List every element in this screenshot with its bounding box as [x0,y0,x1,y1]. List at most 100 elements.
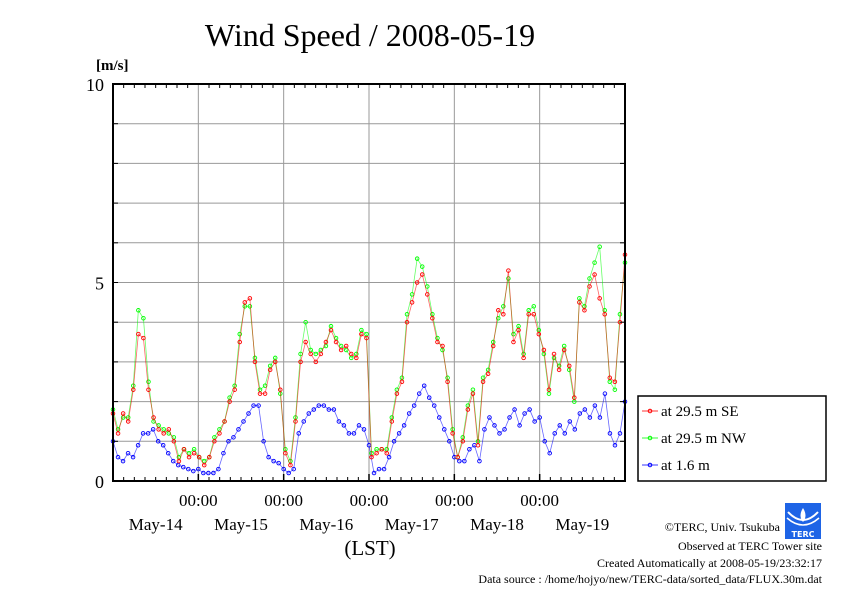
data-point [326,407,332,412]
data-point [201,470,206,476]
x-day-label: May-17 [385,515,439,534]
data-point [216,466,221,472]
data-point [485,371,491,377]
data-point [379,446,384,452]
data-point [587,415,593,420]
data-point [201,462,207,468]
data-point [506,276,511,281]
data-point [497,431,502,436]
legend-marker [647,462,653,468]
grid [113,84,625,481]
data-point [582,407,588,412]
data-point [346,431,352,436]
data-point [176,462,181,468]
data-point [566,363,572,369]
data-point [445,379,450,385]
data-point [131,387,136,392]
data-point [507,415,512,420]
data-point [511,339,516,345]
data-point [242,300,248,305]
data-point [419,264,425,269]
data-point [572,427,578,432]
data-point [592,260,597,265]
x-tick-label: 00:00 [520,491,559,510]
data-point [313,359,319,365]
data-point [171,439,177,444]
data-point [281,466,286,472]
x-tick-label: 00:00 [350,491,389,510]
data-point [450,431,455,436]
data-point [376,466,382,472]
data-point [140,431,146,436]
axis-ticks: 00:00 00:00 00:00 00:00 00:00 May-14 May-15 May… [86,75,625,534]
data-point [176,458,182,464]
data-point [374,450,379,456]
data-point [120,458,126,464]
data-point [349,351,354,357]
data-point [338,347,344,353]
data-point [298,359,303,365]
data-point [136,308,141,313]
data-point [301,419,306,424]
data-point [161,431,166,436]
data-point [276,460,281,466]
data-point [227,399,232,404]
series-2 [110,383,628,476]
data-point [252,359,258,365]
data-point [196,466,201,472]
data-point [151,415,156,420]
data-point [394,391,400,396]
x-tick-label: 00:00 [264,491,303,510]
data-point [262,391,268,396]
data-point [155,439,161,444]
data-point [191,450,197,456]
data-point [286,470,291,476]
data-point [212,439,217,444]
legend-label: at 29.5 m SE [661,404,739,420]
data-point [181,446,187,452]
data-point [256,403,261,408]
data-point [531,312,537,317]
data-point [371,470,377,476]
data-point [135,443,141,448]
data-point [592,403,598,408]
data-point [477,458,482,464]
data-point [328,327,334,333]
data-point [369,454,374,460]
data-point [496,315,501,321]
data-point [318,351,324,357]
data-point [516,327,521,333]
data-point [207,454,212,460]
series-line [112,384,626,474]
data-point [577,300,582,305]
data-point [333,339,339,345]
data-point [221,450,226,456]
data-point [150,427,156,432]
data-point [414,280,420,285]
data-point [492,423,497,428]
y-tick-label: 10 [86,75,104,95]
data-point [331,407,337,412]
data-point [236,427,241,432]
data-point [419,272,425,277]
x-day-label: May-15 [214,515,268,534]
data-point [191,468,196,474]
data-point [316,403,322,408]
data-point [531,304,537,309]
data-point [526,312,531,317]
data-point [341,423,347,428]
data-point [582,308,587,313]
data-point [511,331,516,337]
data-point [414,256,420,261]
data-point [399,379,405,385]
data-point [435,339,440,345]
data-point [231,435,236,440]
data-point [501,312,506,317]
data-point [430,315,435,321]
data-point [457,458,462,464]
data-point [567,419,573,424]
legend-marker [647,435,653,441]
data-point [562,431,568,436]
data-point [361,427,367,432]
